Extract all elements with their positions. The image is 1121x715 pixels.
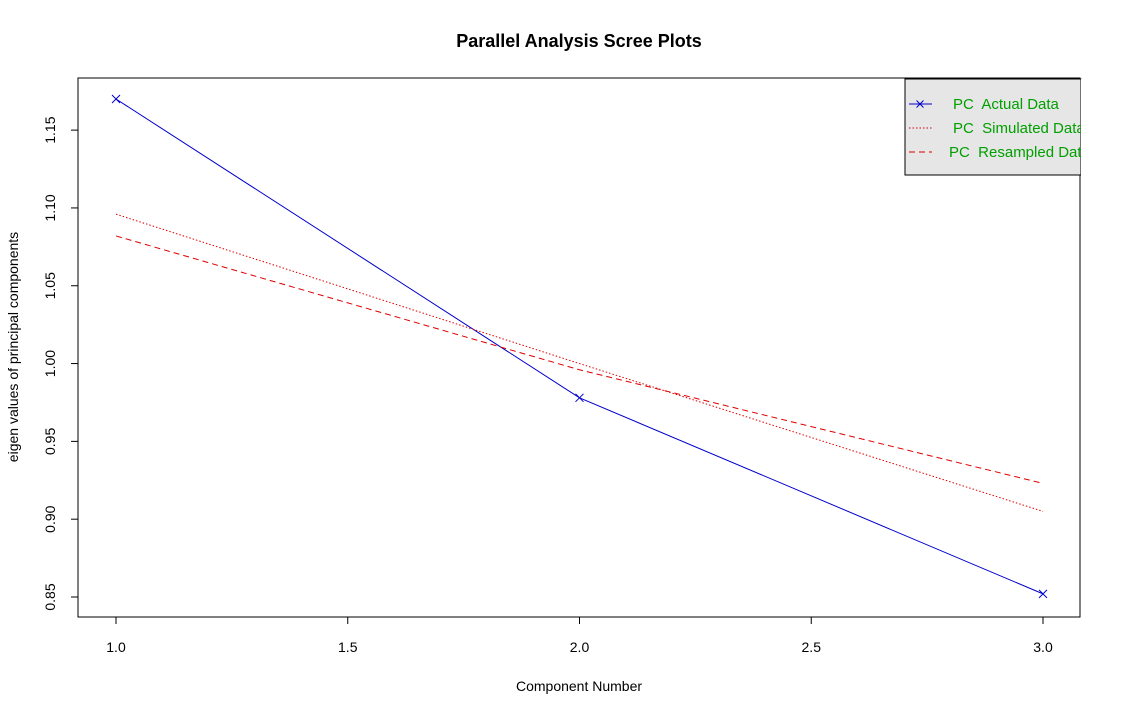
y-tick-label: 0.85 [42, 583, 58, 610]
legend-entry-actual: PC Actual Data [909, 96, 1060, 113]
series-line-actual [115, 98, 1044, 595]
y-tick-label: 1.10 [42, 194, 58, 221]
y-axis-title: eigen values of principal components [5, 232, 21, 462]
x-tick-label: 1.5 [338, 639, 358, 655]
legend-clip-overlay [1081, 79, 1121, 179]
legend-box [904, 78, 1082, 176]
legend-label-simulated: PC Simulated Data [953, 120, 1085, 137]
x-axis-title: Component Number [516, 678, 642, 694]
x-tick-label: 2.5 [802, 639, 822, 655]
legend-marker-actual-x-icon [916, 100, 924, 108]
data-point-actual [111, 94, 121, 104]
legend-entry-resampled: PC Resampled Data [909, 144, 1091, 161]
legend: PC Actual Data PC Simulated Data PC Resa… [904, 78, 1121, 179]
series-line-resampled [115, 235, 1044, 484]
y-tick-label: 0.95 [42, 428, 58, 455]
x-tick-label: 2.0 [570, 639, 590, 655]
y-tick-label: 1.00 [42, 350, 58, 377]
series-line-simulated [115, 213, 1044, 512]
x-tick-label: 1.0 [106, 639, 126, 655]
data-point-actual [1038, 589, 1048, 599]
legend-label-actual: PC Actual Data [953, 96, 1060, 113]
legend-entry-simulated: PC Simulated Data [909, 120, 1085, 137]
chart-title: Parallel Analysis Scree Plots [456, 31, 701, 51]
x-tick-label: 3.0 [1033, 639, 1053, 655]
data-point-actual [575, 393, 584, 403]
axes: 1.0 1.5 2.0 2.5 3.0 0.85 0.90 0.95 1.00 1.05 1.10 1… [42, 116, 1053, 655]
legend-label-resampled: PC Resampled Data [949, 144, 1091, 161]
y-tick-label: 0.90 [42, 505, 58, 532]
y-tick-label: 1.05 [42, 272, 58, 299]
series-layer [111, 94, 1048, 599]
y-tick-label: 1.15 [42, 116, 58, 143]
